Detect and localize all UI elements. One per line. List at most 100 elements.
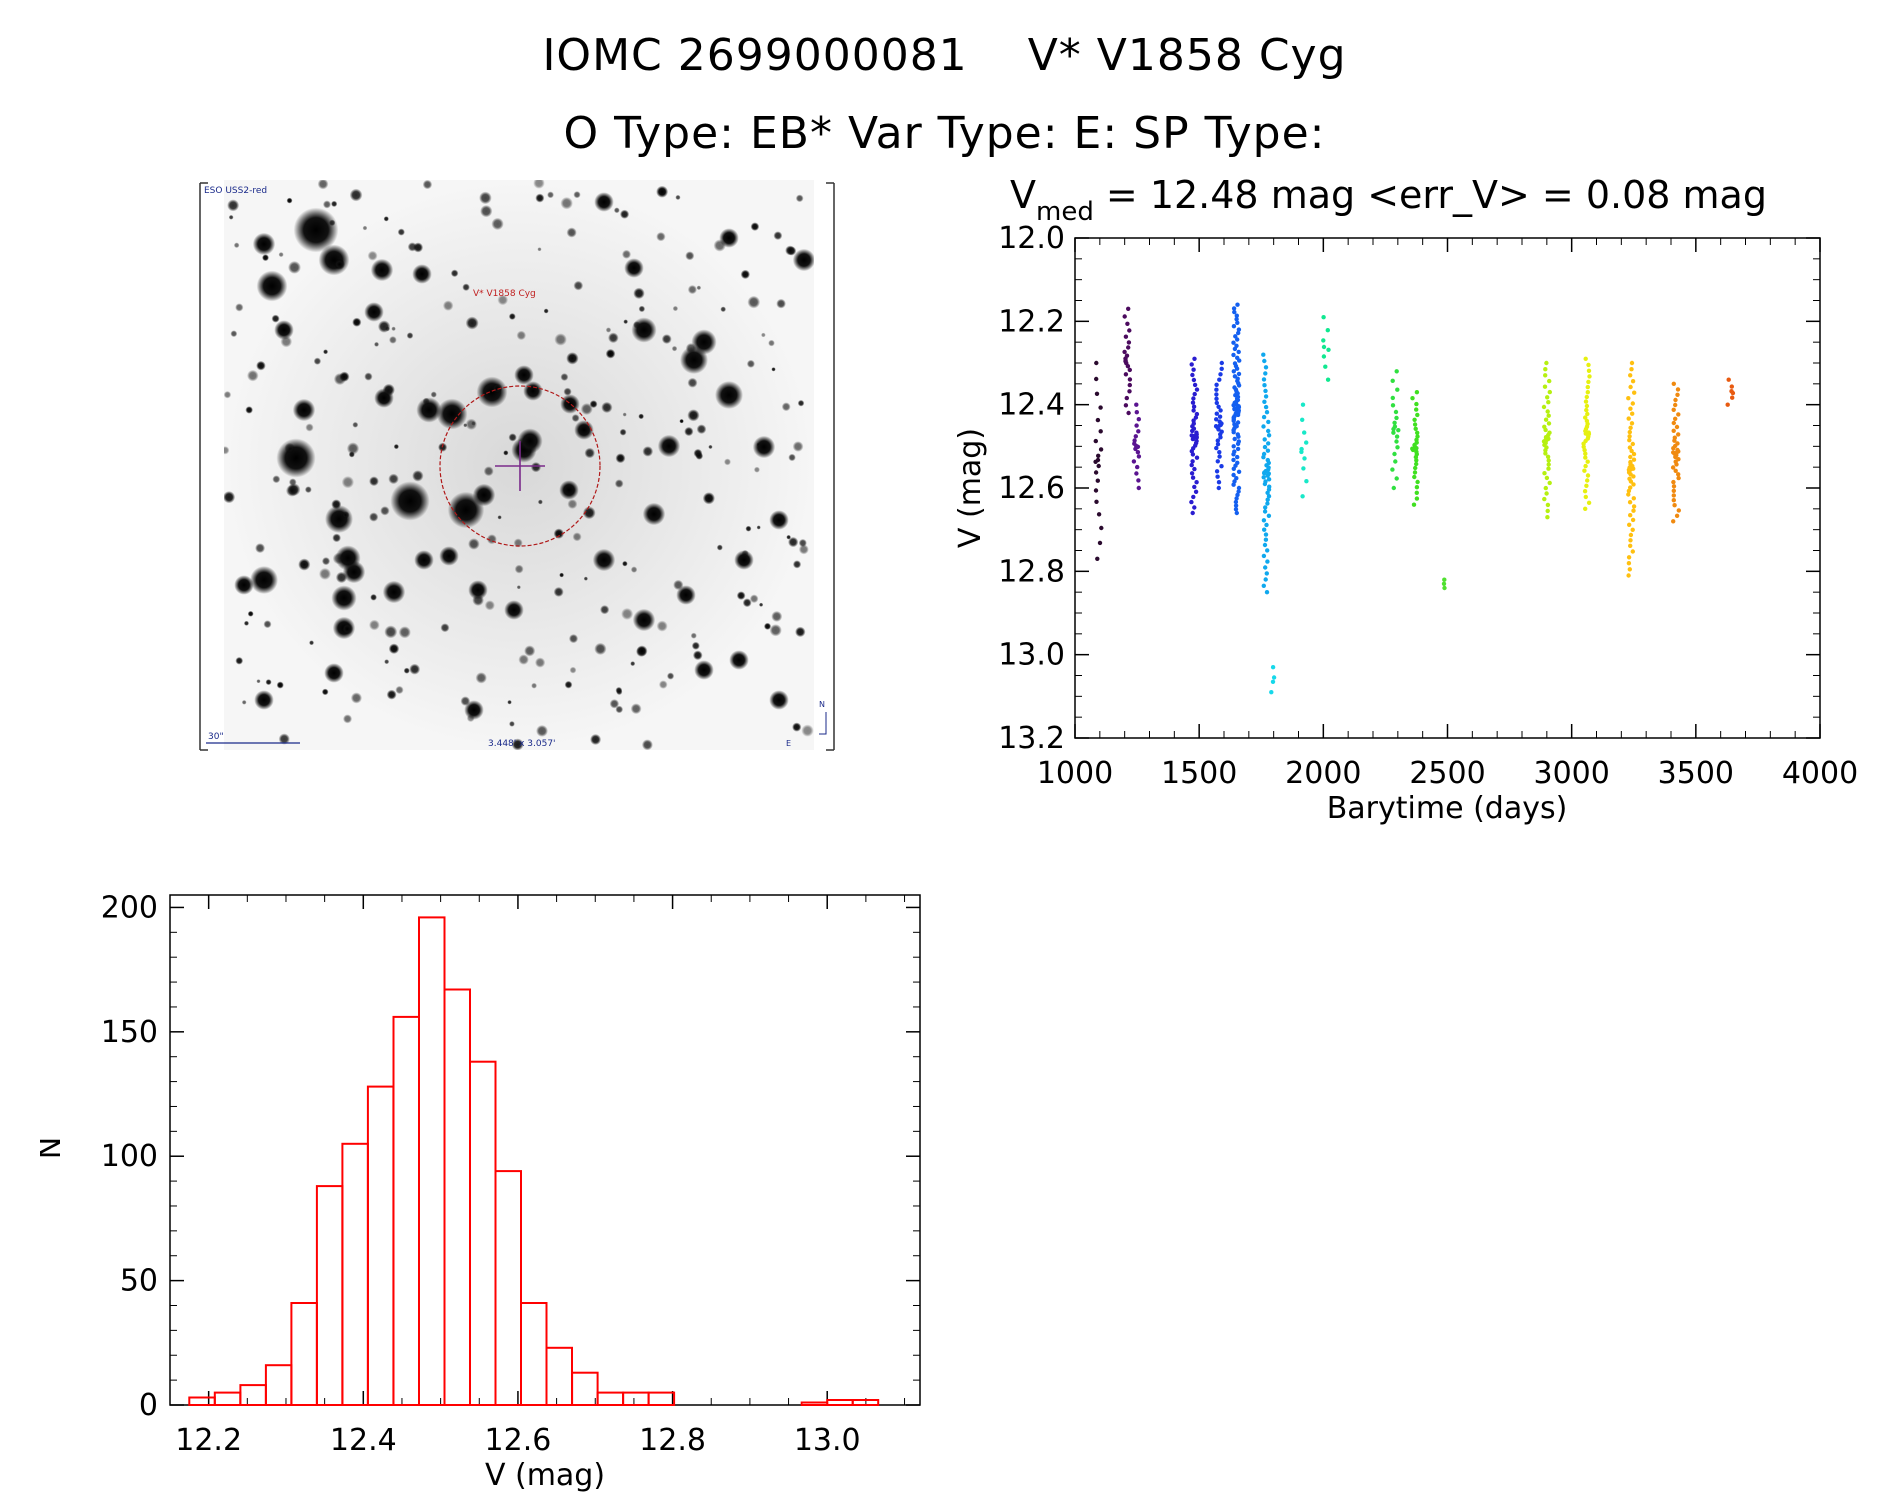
axis-ticks: 1000 1500 2000 2500 3000 3500 4000 12.0 12.2 12.4… [998,221,1858,791]
star [547,191,554,199]
light-curve-point [1412,470,1418,475]
light-curve-point [1676,508,1681,513]
figure-title-line1: IOMC 2699000081 V* V1858 Cyg [0,30,1889,81]
light-curve-point [1414,461,1419,467]
light-curve-point [1584,483,1589,488]
histogram-bar [418,916,446,1407]
light-curve-point [1215,442,1221,447]
light-curve-point [1262,481,1268,487]
light-curve-point [1265,490,1270,495]
star [440,623,450,633]
light-curve-point [1096,453,1101,458]
light-curve-point [1585,411,1590,417]
light-curve-point [1094,360,1099,366]
y-tick-label: 13.0 [998,638,1065,673]
light-curve-point [1214,469,1220,474]
star [235,303,244,312]
star [491,217,504,231]
star [409,663,421,675]
image-frame [199,182,835,751]
light-curve-point [1231,306,1237,311]
light-curve-point [1232,436,1237,442]
light-curve-point [1413,426,1418,431]
light-curve-point [1219,360,1224,366]
histogram-bar [341,1142,369,1406]
star [374,341,380,347]
light-curve-point [1414,401,1419,407]
light-curve-point [1546,462,1551,467]
light-curve-point [1126,306,1131,311]
star [507,699,512,705]
star [589,400,598,409]
light-curve-point [1265,497,1270,502]
light-curve-point [1127,328,1132,333]
light-curve-point [1192,356,1197,361]
light-curve-point [1263,371,1268,376]
light-curve-point [1545,454,1551,459]
star [632,608,656,632]
star [286,197,293,204]
light-curve-point [1235,492,1240,498]
light-curve-point [1583,463,1588,469]
y-tick-label: 12.4 [998,388,1065,423]
star [696,424,707,435]
star [471,421,476,426]
light-curve-point [1215,474,1220,479]
star [224,491,236,504]
title-rest: = 12.48 mag <err_V> = 0.08 mag [1094,173,1767,217]
light-curve-point [1231,472,1236,478]
star [691,641,700,650]
light-curve-point [1543,367,1548,372]
star [656,185,669,198]
light-curve-point [1262,399,1267,404]
light-curve-point [1263,577,1268,582]
light-curve-point [1545,395,1550,400]
star [594,642,607,656]
light-curve-point [1394,415,1399,421]
star [636,645,648,657]
light-curve-point [1631,451,1637,457]
light-curve-point [1391,430,1396,435]
star [569,666,577,674]
star [524,645,536,657]
light-curve-point [1234,510,1239,516]
star [786,534,791,540]
light-curve-point [1393,459,1398,464]
light-curve-point [1234,317,1239,322]
star [391,326,396,331]
light-curve-point [1394,434,1400,439]
light-curve-point [1583,356,1588,361]
light-curve-point [1265,473,1270,478]
sky-image-panel: ESO USS2-red V* V1858 Cyg 30" 3.448' x 3… [198,180,838,755]
fov-label: 3.448' x 3.057' [488,739,556,749]
star [566,352,579,365]
star [284,442,295,454]
light-curve-point [1192,382,1198,388]
light-curve-point [1189,471,1195,476]
light-curve-point [1193,489,1199,494]
light-curve-point [1542,384,1548,389]
star [756,442,761,447]
light-curve-point [1671,479,1676,485]
light-curve-point [1323,364,1328,369]
light-curve-point [1266,428,1271,434]
light-curve-point [1626,492,1631,497]
light-curve-point [1189,499,1194,505]
scale-label: 30" [208,732,224,742]
light-curve-point [1544,475,1550,481]
star [785,245,796,256]
light-curve-point [1546,413,1551,418]
star [369,476,379,487]
star [771,367,776,372]
light-curve-point [1266,513,1272,518]
light-curve-point [1123,334,1129,339]
star [560,196,573,210]
light-curve-point [1262,509,1268,514]
star [695,452,704,460]
light-curve-point [1584,394,1589,400]
light-curve-point [1546,458,1551,463]
light-curve-point [1191,396,1196,401]
light-curve-point [1192,391,1197,397]
star [536,724,548,737]
light-curve-point [1630,527,1635,532]
